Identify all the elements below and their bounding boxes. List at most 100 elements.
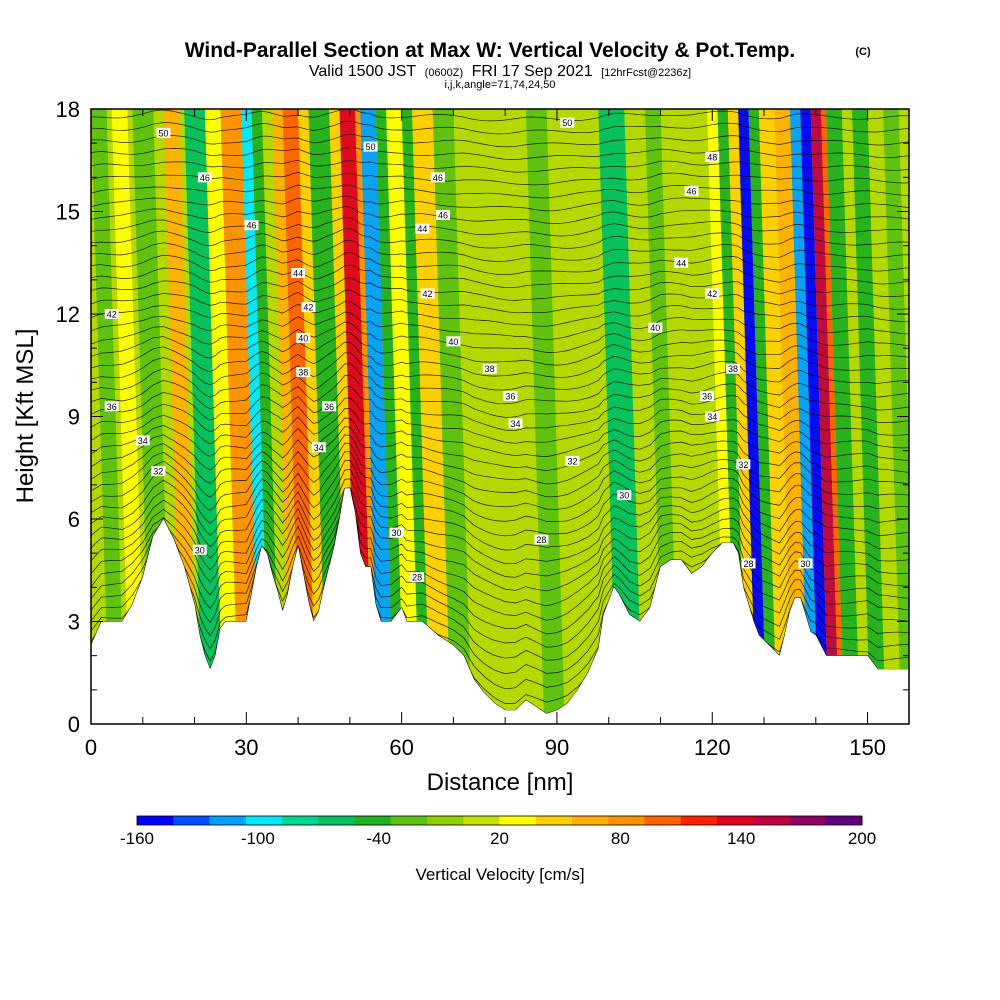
subtitle-valid: Valid 1500 JST [309, 63, 417, 80]
contour-label-bg [322, 401, 337, 412]
theta-contour-line [91, 417, 909, 471]
contour-label-bg [534, 534, 549, 545]
contour-label-bg [648, 322, 663, 333]
theta-contour-line [91, 120, 909, 135]
contour-label: 36 [107, 402, 117, 412]
colorbar [136, 815, 863, 826]
contour-label-bg [565, 455, 580, 466]
colorbar-swatch [499, 816, 537, 825]
contour-label: 44 [417, 224, 427, 234]
velocity-band [230, 109, 260, 724]
theta-contour-line [91, 301, 909, 327]
colorbar-tick-label: -160 [120, 829, 154, 848]
theta-contour-line [91, 289, 909, 314]
contour-label-bg [736, 459, 751, 470]
colorbar-frame [136, 815, 863, 826]
contour-label: 46 [200, 173, 210, 183]
theta-contour-line [91, 487, 909, 607]
contour-label-bg [725, 363, 740, 374]
contour-label-bg [192, 544, 207, 555]
theta-contour-line [91, 487, 909, 674]
theta-contour-line [91, 172, 909, 186]
chart-subtitle: Valid 1500 JST (0600Z) FRI 17 Sep 2021 [… [309, 63, 691, 80]
contour-label: 42 [707, 289, 717, 299]
contour-label-bg [700, 391, 715, 401]
contour-label-bg [244, 220, 259, 231]
velocity-band [738, 109, 767, 724]
x-tick-label: 150 [849, 735, 886, 760]
velocity-band [111, 109, 146, 724]
velocity-band [163, 109, 198, 724]
contour-label: 36 [702, 392, 712, 402]
theta-contour-line [91, 386, 909, 431]
theta-contour-line [91, 352, 909, 391]
contour-label: 38 [728, 364, 738, 374]
colorbar-swatch [644, 816, 682, 825]
theta-contour-line [91, 216, 909, 237]
velocity-band [525, 109, 565, 724]
velocity-band [375, 109, 405, 724]
colorbar-swatch [753, 816, 790, 825]
colorbar-label: Vertical Velocity [cm/s] [415, 865, 584, 884]
x-tick-label: 90 [545, 735, 569, 760]
colorbar-swatch [789, 816, 827, 825]
contour-label: 46 [438, 210, 448, 220]
contour-label: 36 [324, 402, 334, 412]
contour-label-bg [674, 257, 689, 268]
colorbar-swatch [463, 816, 500, 825]
velocity-band [91, 109, 125, 724]
contour-label-bg [296, 367, 311, 378]
contour-label: 32 [153, 467, 163, 477]
colorbar-swatch [209, 816, 247, 825]
theta-contour-line [91, 451, 909, 523]
contour-label: 28 [412, 573, 422, 583]
theta-contour-line [91, 341, 909, 378]
plot-area: 50 46 46 44 42 40 38 36 34 42 36 34 32 30 50 46 46 44 42 40… [91, 109, 909, 724]
contour-label: 36 [505, 392, 515, 402]
contour-label-bg [482, 363, 497, 374]
x-tick-label: 120 [694, 735, 731, 760]
colorbar-tick-label: -100 [241, 829, 275, 848]
theta-contour-line [91, 426, 909, 485]
colorbar-swatch [137, 816, 174, 825]
contour-label-bg [410, 572, 425, 583]
colorbar-swatch [354, 816, 392, 825]
theta-contour-line [91, 374, 909, 418]
colorbar-tick-label: 80 [611, 829, 630, 848]
theta-contour-line [91, 487, 909, 661]
contour-label: 34 [511, 419, 521, 429]
contour-label: 40 [448, 337, 458, 347]
theta-contour-line [91, 460, 909, 537]
theta-contour-line [91, 321, 909, 353]
chart-params: i,j,k,angle=71,74,24,50 [444, 79, 555, 91]
y-tick-label: 9 [68, 405, 80, 430]
contour-label-bg [684, 186, 699, 196]
theta-contour-line [91, 133, 909, 148]
contour-label-bg [446, 336, 461, 347]
contour-label-bg [436, 209, 451, 220]
contour-label: 50 [366, 142, 376, 152]
contour-label: 30 [800, 559, 810, 569]
contour-label-bg [741, 558, 756, 569]
contour-label-bg [798, 558, 813, 569]
contour-label: 34 [707, 412, 717, 422]
colorbar-tick-label: -40 [366, 829, 391, 848]
theta-contour-line [91, 109, 909, 122]
velocity-band [598, 109, 643, 724]
theta-contour-line [91, 331, 909, 366]
contour-label-bg [156, 127, 171, 138]
contour-label: 46 [687, 187, 697, 197]
velocity-band [220, 109, 249, 724]
theta-contour-line [91, 487, 909, 578]
contour-label: 30 [619, 491, 629, 501]
x-tick-label: 0 [85, 735, 97, 760]
velocity-band [789, 109, 819, 724]
contour-label: 42 [423, 289, 433, 299]
contour-label-bg [151, 466, 166, 477]
theta-contour-line [91, 160, 909, 173]
x-axis-label: Distance [nm] [427, 769, 574, 796]
contour-label: 38 [485, 364, 495, 374]
contour-label-bg [311, 442, 326, 453]
